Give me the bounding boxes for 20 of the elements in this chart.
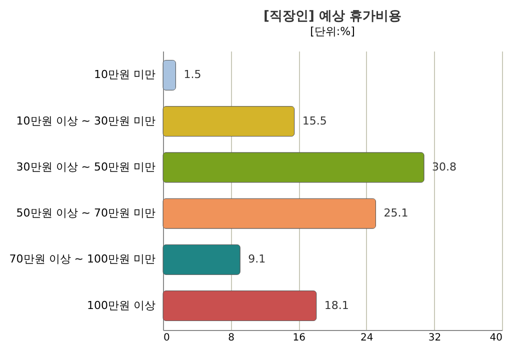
y-tick-label: 100만원 이상 [87, 298, 156, 312]
y-tick-label: 70만원 이상 ~ 100만원 미만 [9, 252, 156, 266]
y-tick-label: 10만원 미만 [94, 68, 156, 82]
x-tick-label: 8 [228, 332, 234, 344]
x-tick-label: 0 [164, 332, 170, 344]
y-tick-label: 50만원 이상 ~ 70만원 미만 [16, 206, 156, 220]
data-label: 15.5 [302, 114, 327, 128]
chart-title: [직장인] 예상 휴가비용 [264, 9, 402, 24]
x-tick-label: 40 [490, 332, 502, 344]
data-label: 25.1 [384, 206, 408, 220]
x-tick-label: 24 [360, 332, 374, 344]
y-tick-label: 30만원 이상 ~ 50만원 미만 [16, 160, 156, 174]
data-label: 30.8 [432, 160, 457, 174]
data-label: 1.5 [184, 68, 202, 82]
x-tick-label: 32 [428, 332, 442, 344]
y-tick-label: 10만원 이상 ~ 30만원 미만 [16, 114, 156, 128]
data-label: 18.1 [324, 298, 349, 312]
chart-subtitle: [단위:%] [310, 25, 355, 38]
data-label: 9.1 [248, 252, 266, 266]
x-tick-label: 16 [292, 332, 306, 344]
